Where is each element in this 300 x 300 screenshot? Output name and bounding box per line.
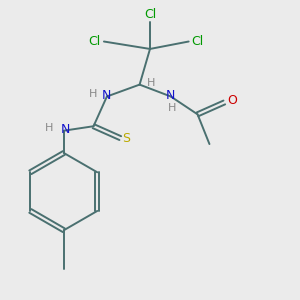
Text: N: N bbox=[102, 88, 112, 101]
Text: H: H bbox=[45, 123, 53, 133]
Text: H: H bbox=[89, 88, 98, 98]
Text: H: H bbox=[147, 78, 155, 88]
Text: S: S bbox=[122, 132, 130, 145]
Text: Cl: Cl bbox=[144, 8, 156, 21]
Text: Cl: Cl bbox=[192, 35, 204, 48]
Text: N: N bbox=[166, 88, 176, 101]
Text: N: N bbox=[61, 123, 70, 136]
Text: H: H bbox=[168, 103, 176, 113]
Text: O: O bbox=[227, 94, 237, 107]
Text: Cl: Cl bbox=[89, 35, 101, 48]
